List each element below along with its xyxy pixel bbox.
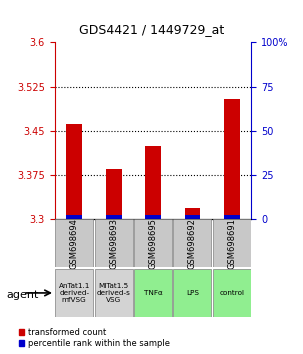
Text: agent: agent: [6, 290, 38, 299]
Text: TNFα: TNFα: [144, 290, 162, 296]
Bar: [224, 215, 240, 219]
Bar: [66, 124, 82, 219]
Text: GSM698695: GSM698695: [148, 218, 158, 269]
Text: GSM698693: GSM698693: [109, 218, 118, 269]
Text: GSM698692: GSM698692: [188, 218, 197, 269]
FancyBboxPatch shape: [213, 269, 251, 317]
Text: control: control: [219, 290, 244, 296]
Bar: [106, 169, 122, 219]
FancyBboxPatch shape: [213, 219, 251, 267]
Bar: [185, 208, 200, 219]
Text: GSM698694: GSM698694: [70, 218, 79, 269]
Text: LPS: LPS: [186, 290, 199, 296]
Bar: [145, 215, 161, 219]
FancyBboxPatch shape: [174, 219, 211, 267]
FancyBboxPatch shape: [134, 269, 172, 317]
FancyBboxPatch shape: [95, 269, 132, 317]
Bar: [224, 98, 240, 219]
Bar: [145, 146, 161, 219]
Text: AnTat1.1
derived-
mfVSG: AnTat1.1 derived- mfVSG: [58, 283, 90, 303]
Text: GSM698691: GSM698691: [227, 218, 236, 269]
Legend: transformed count, percentile rank within the sample: transformed count, percentile rank withi…: [19, 328, 170, 348]
Text: MITat1.5
derived-s
VSG: MITat1.5 derived-s VSG: [97, 283, 131, 303]
Bar: [185, 215, 200, 219]
FancyBboxPatch shape: [174, 269, 211, 317]
FancyBboxPatch shape: [55, 269, 93, 317]
FancyBboxPatch shape: [55, 219, 93, 267]
Bar: [106, 215, 122, 219]
FancyBboxPatch shape: [95, 219, 132, 267]
Bar: [66, 215, 82, 219]
FancyBboxPatch shape: [134, 219, 172, 267]
Text: GDS4421 / 1449729_at: GDS4421 / 1449729_at: [79, 23, 224, 36]
